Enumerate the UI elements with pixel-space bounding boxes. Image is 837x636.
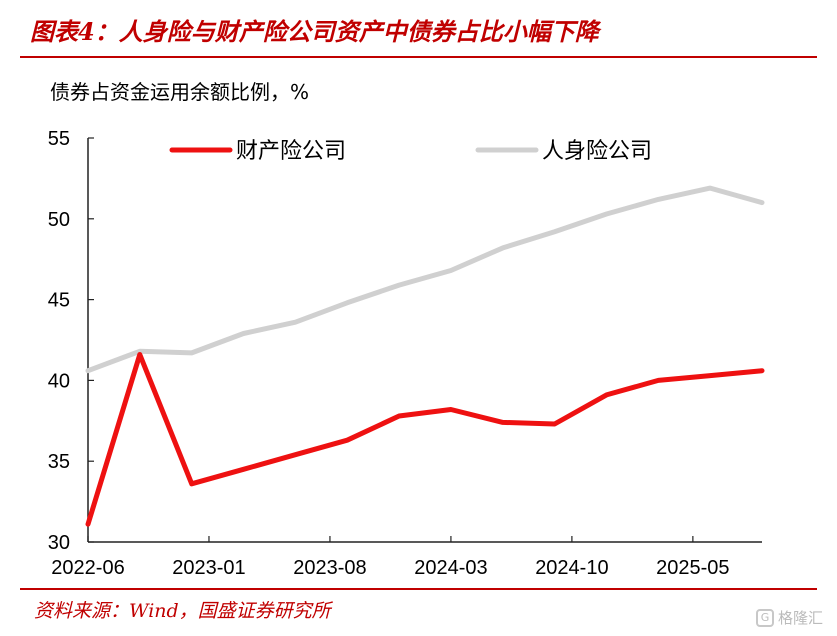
x-tick-label: 2022-06 <box>51 557 124 579</box>
title-divider <box>20 56 817 58</box>
y-tick-label: 50 <box>48 209 70 231</box>
line-chart: 30 35 40 45 50 55 2022-06 2023-01 2023-08 2024-03… <box>48 128 765 579</box>
y-tick-label: 55 <box>48 128 70 150</box>
x-tick-label: 2024-10 <box>535 557 608 579</box>
title-bar: 图表4：人身险与财产险公司资产中债券占比小幅下降 <box>0 0 837 60</box>
x-tick-label: 2023-01 <box>172 557 245 579</box>
watermark-logo-icon: G <box>755 608 774 627</box>
y-tick-label: 40 <box>48 370 70 392</box>
y-tick-label: 35 <box>48 451 70 473</box>
x-tick-label: 2023-08 <box>293 557 366 579</box>
chart-title: 图表4：人身险与财产险公司资产中债券占比小幅下降 <box>30 17 599 46</box>
series-line-property <box>85 352 765 527</box>
y-tick-label: 45 <box>48 290 70 312</box>
legend-label: 人身险公司 <box>542 138 652 163</box>
source-note: 资料来源：Wind，国盛证券研究所 <box>34 600 331 622</box>
series-line-life <box>85 185 765 374</box>
x-tick-label: 2024-03 <box>414 557 487 579</box>
watermark-text: 格隆汇 <box>777 609 823 627</box>
legend-label: 财产险公司 <box>236 138 346 163</box>
x-tick-label: 2025-05 <box>656 557 729 579</box>
y-axis-label: 债券占资金运用余额比例，% <box>50 80 310 104</box>
watermark: G 格隆汇 <box>755 607 823 628</box>
source-divider <box>20 588 817 590</box>
y-tick-label: 30 <box>48 532 70 554</box>
